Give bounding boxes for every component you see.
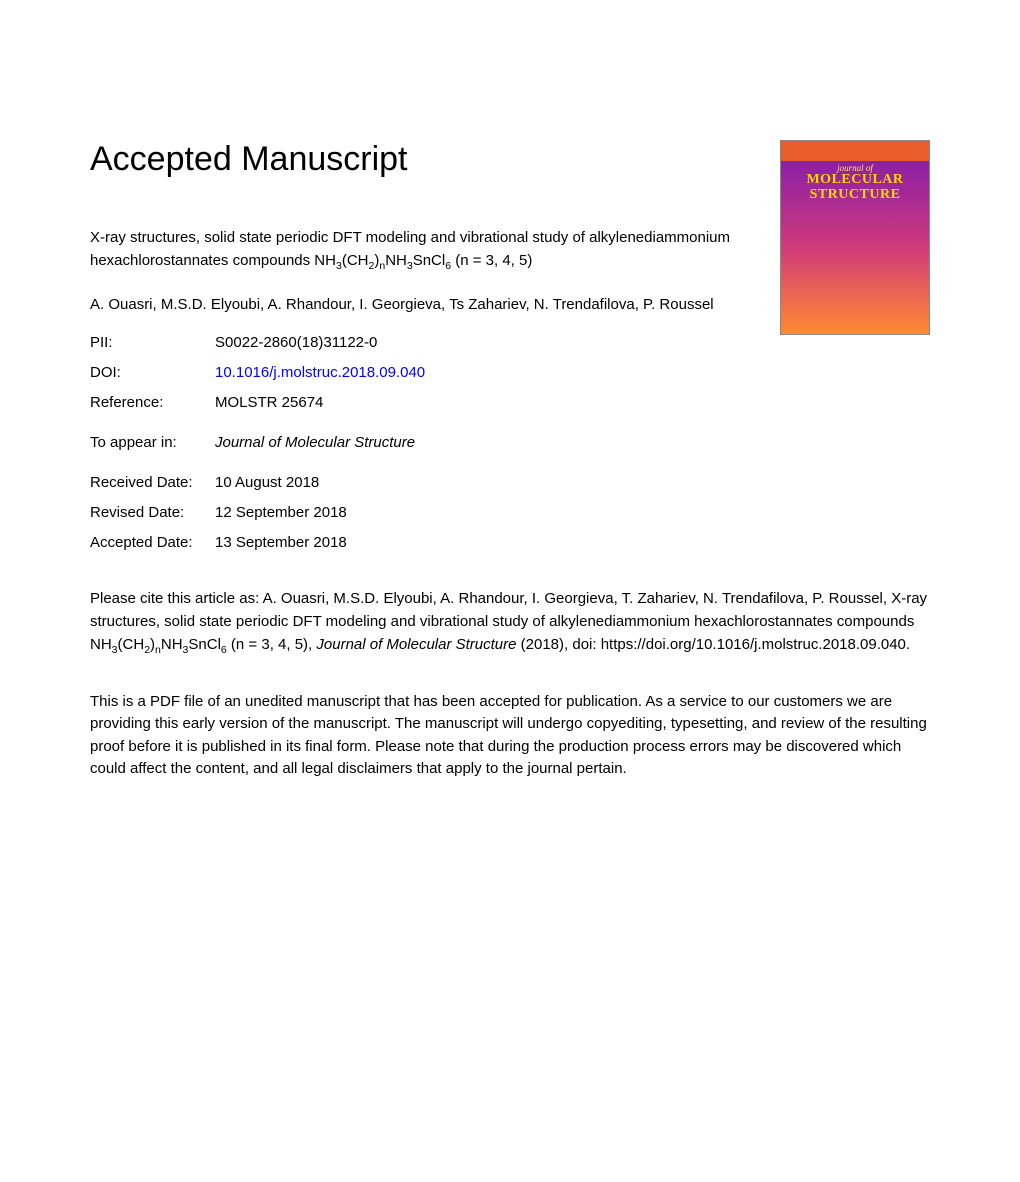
received-value: 10 August 2018 (215, 471, 319, 495)
manuscript-page: journal of MOLECULAR STRUCTURE Accepted … (0, 0, 1020, 1182)
accepted-label: Accepted Date: (90, 531, 215, 555)
doi-label: DOI: (90, 361, 215, 385)
article-title: X-ray structures, solid state periodic D… (90, 227, 730, 274)
citation-block: Please cite this article as: A. Ouasri, … (90, 587, 930, 659)
revised-row: Revised Date: 12 September 2018 (90, 501, 930, 525)
reference-value: MOLSTR 25674 (215, 391, 323, 415)
appear-value: Journal of Molecular Structure (215, 431, 415, 455)
title-mid1: (CH (342, 252, 369, 269)
cite-mid3: NH (161, 636, 183, 653)
received-label: Received Date: (90, 471, 215, 495)
cover-line3: STRUCTURE (781, 188, 929, 203)
accepted-row: Accepted Date: 13 September 2018 (90, 531, 930, 555)
accepted-value: 13 September 2018 (215, 531, 347, 555)
cite-mid1: (CH (118, 636, 145, 653)
reference-label: Reference: (90, 391, 215, 415)
cite-mid4: SnCl (188, 636, 221, 653)
title-suffix: (n = 3, 4, 5) (451, 252, 532, 269)
reference-row: Reference: MOLSTR 25674 (90, 391, 930, 415)
appear-row: To appear in: Journal of Molecular Struc… (90, 431, 930, 455)
cite-suffix2: (2018), doi: https://doi.org/10.1016/j.m… (516, 636, 910, 653)
cover-line2: MOLECULAR (781, 173, 929, 188)
doi-row: DOI: 10.1016/j.molstruc.2018.09.040 (90, 361, 930, 385)
metadata-block: PII: S0022-2860(18)31122-0 DOI: 10.1016/… (90, 331, 930, 555)
pii-label: PII: (90, 331, 215, 355)
doi-link[interactable]: 10.1016/j.molstruc.2018.09.040 (215, 361, 425, 385)
title-mid3: NH (385, 252, 407, 269)
pii-value: S0022-2860(18)31122-0 (215, 331, 377, 355)
cite-journal: Journal of Molecular Structure (316, 636, 516, 653)
cover-top-band (781, 141, 929, 161)
cover-title-band: journal of MOLECULAR STRUCTURE (781, 163, 929, 202)
received-row: Received Date: 10 August 2018 (90, 471, 930, 495)
journal-cover-thumbnail: journal of MOLECULAR STRUCTURE (780, 140, 930, 335)
cite-suffix1: (n = 3, 4, 5), (227, 636, 317, 653)
spacer (90, 421, 930, 431)
authors-list: A. Ouasri, M.S.D. Elyoubi, A. Rhandour, … (90, 294, 790, 317)
disclaimer-text: This is a PDF file of an unedited manusc… (90, 691, 930, 781)
revised-label: Revised Date: (90, 501, 215, 525)
spacer (90, 461, 930, 471)
appear-label: To appear in: (90, 431, 215, 455)
title-mid4: SnCl (413, 252, 446, 269)
revised-value: 12 September 2018 (215, 501, 347, 525)
